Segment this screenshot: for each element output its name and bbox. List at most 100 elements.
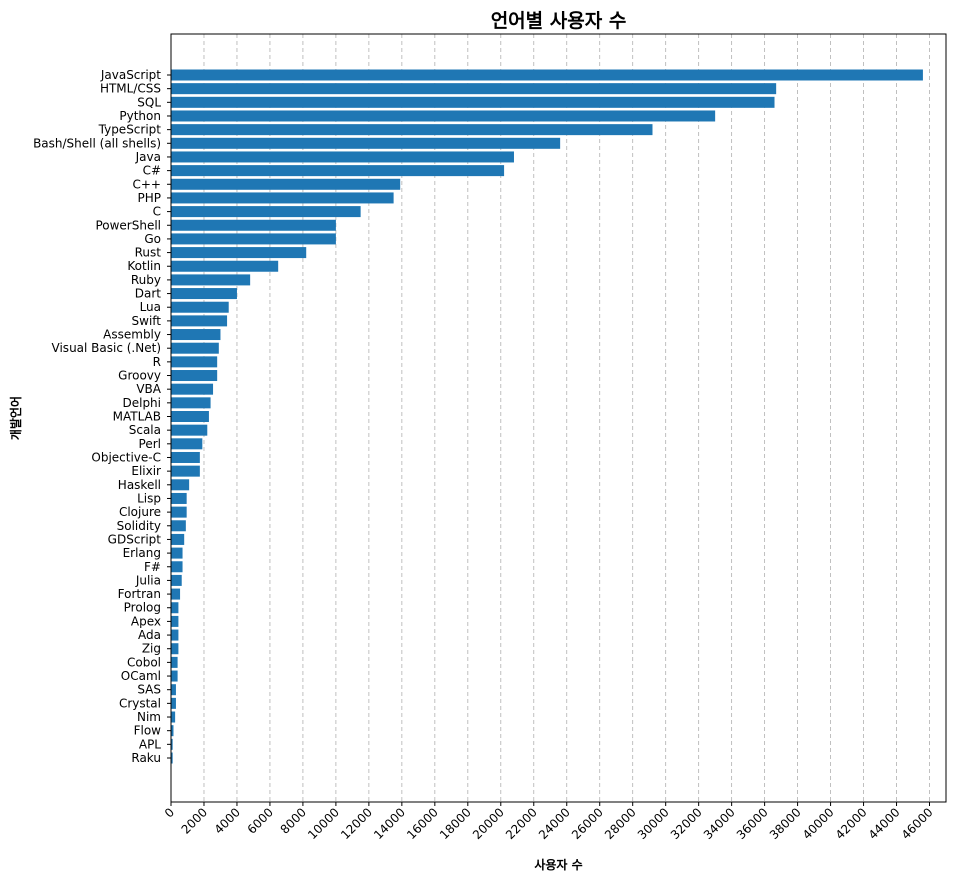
category-label: Visual Basic (.Net): [52, 341, 161, 355]
x-tick-label: 46000: [899, 805, 936, 842]
category-label: Nim: [137, 710, 161, 724]
x-tick-label: 20000: [470, 805, 507, 842]
category-label: Ruby: [131, 273, 161, 287]
category-label: PHP: [138, 191, 162, 205]
x-tick-label: 44000: [866, 805, 903, 842]
category-label: F#: [144, 560, 161, 574]
category-label: Perl: [139, 437, 161, 451]
category-label: OCaml: [121, 669, 161, 683]
x-tick-label: 4000: [212, 805, 243, 836]
bar: [171, 492, 187, 504]
bar: [171, 329, 221, 341]
bar: [171, 725, 174, 737]
bar: [171, 370, 218, 382]
bar: [171, 684, 176, 696]
category-label: Rust: [135, 246, 162, 260]
category-label: Fortran: [118, 587, 161, 601]
category-label: Bash/Shell (all shells): [33, 136, 161, 150]
category-label: Assembly: [103, 328, 161, 342]
category-label: MATLAB: [113, 410, 161, 424]
bar: [171, 69, 923, 81]
bar: [171, 656, 178, 668]
bar: [171, 110, 716, 122]
bar: [171, 479, 190, 491]
x-tick-label: 38000: [767, 805, 804, 842]
plot-frame: [170, 33, 947, 803]
x-tick-label: 28000: [602, 805, 639, 842]
x-tick-label: 34000: [701, 805, 738, 842]
x-tick-label: 10000: [305, 805, 342, 842]
category-label: Lisp: [137, 491, 161, 505]
bar: [171, 178, 401, 190]
bar: [171, 752, 173, 764]
bar: [171, 643, 179, 655]
x-tick-label: 42000: [833, 805, 870, 842]
x-tick-label: 40000: [800, 805, 837, 842]
category-label: Objective-C: [91, 450, 161, 464]
category-label: SQL: [137, 95, 161, 109]
bar: [171, 451, 200, 463]
x-tick-label: 32000: [668, 805, 705, 842]
category-label: Python: [119, 109, 161, 123]
bar: [171, 574, 182, 586]
bar: [171, 83, 777, 95]
bar: [171, 206, 361, 218]
bar: [171, 247, 307, 259]
bar: [171, 342, 219, 354]
bar: [171, 383, 214, 395]
bar: [171, 411, 209, 422]
x-tick-label: 0: [162, 805, 177, 820]
x-axis-ticks: 0 2000 4000 6000 800010000120001400016000180…: [162, 802, 936, 842]
bar: [171, 124, 653, 136]
category-label: Elixir: [131, 464, 161, 478]
category-label: Haskell: [118, 478, 161, 492]
bar: [171, 315, 228, 327]
category-label: Flow: [134, 724, 162, 738]
bar: [171, 260, 279, 272]
category-label: HTML/CSS: [100, 82, 161, 96]
category-label: C#: [143, 164, 161, 178]
category-label: R: [153, 355, 161, 369]
category-label: Delphi: [122, 396, 161, 410]
bar: [171, 533, 185, 545]
category-label: Solidity: [117, 519, 161, 533]
bar: [171, 356, 218, 368]
category-label: TypeScript: [98, 123, 162, 137]
bars: [171, 69, 923, 764]
bar: [171, 274, 251, 286]
bar: [171, 397, 211, 409]
category-label: Scala: [129, 423, 161, 437]
x-tick-label: 12000: [338, 805, 375, 842]
category-label: C: [153, 205, 161, 219]
bar: [171, 424, 208, 436]
category-label: Raku: [131, 751, 161, 765]
x-tick-label: 36000: [734, 805, 771, 842]
category-label: Clojure: [119, 505, 161, 519]
category-label: Kotlin: [127, 259, 161, 273]
bar: [171, 301, 229, 313]
category-label: C++: [133, 177, 162, 191]
bar: [171, 192, 394, 204]
category-label: Groovy: [118, 369, 161, 383]
x-tick-label: 24000: [536, 805, 573, 842]
bar: [171, 506, 187, 518]
bar: [171, 670, 178, 682]
bar: [171, 697, 176, 709]
x-tick-label: 6000: [245, 805, 276, 836]
bar: [171, 629, 179, 641]
bar: [171, 547, 183, 559]
bar: [171, 738, 173, 750]
category-label: GDScript: [108, 532, 162, 546]
category-label: Crystal: [119, 696, 161, 710]
bar: [171, 615, 179, 627]
category-label: Dart: [135, 287, 162, 301]
bar: [171, 137, 561, 149]
category-label: Java: [135, 150, 161, 164]
category-label: APL: [139, 737, 161, 751]
bar: [171, 711, 176, 723]
y-axis-labels: JavaScriptHTML/CSSSQLPythonTypeScriptBas…: [33, 68, 171, 765]
category-label: PowerShell: [95, 218, 161, 232]
bar: [171, 219, 336, 231]
category-label: Lua: [140, 300, 161, 314]
